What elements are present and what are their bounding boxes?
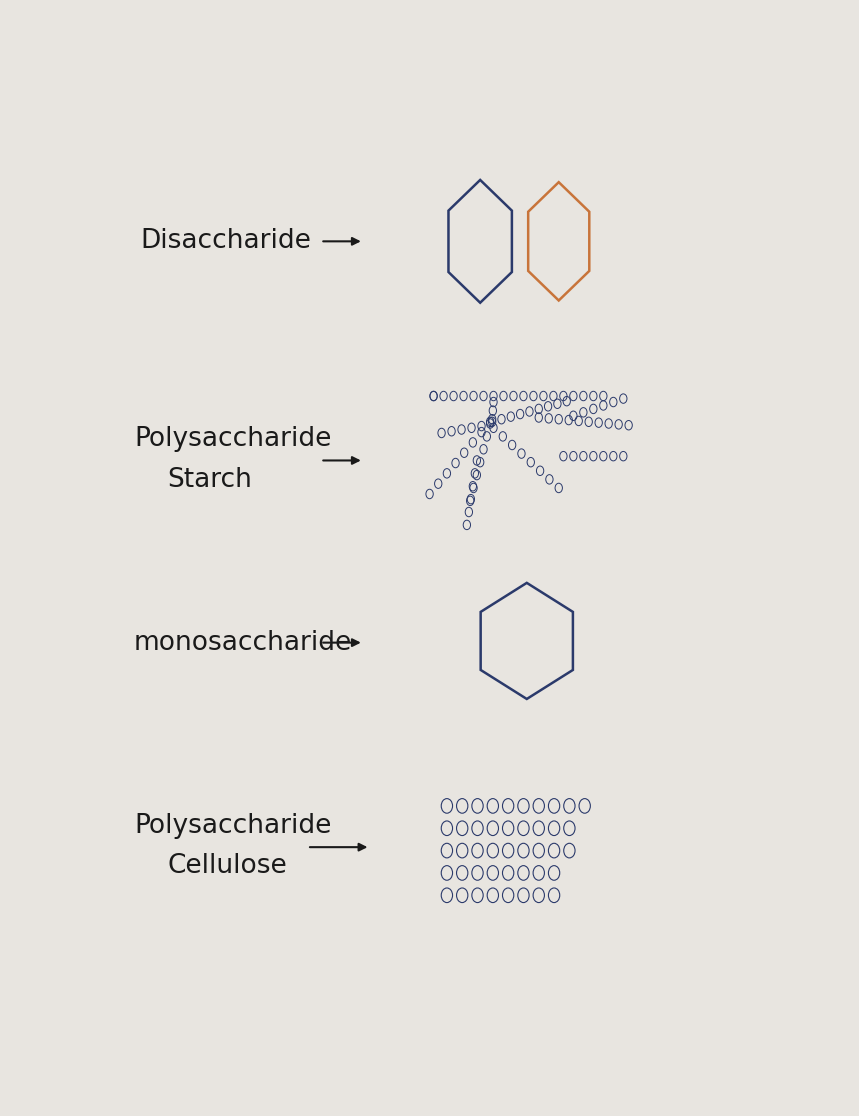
Text: Cellulose: Cellulose [168, 853, 287, 879]
Text: Starch: Starch [168, 468, 253, 493]
Text: Polysaccharide: Polysaccharide [134, 426, 332, 452]
Text: monosaccharide: monosaccharide [134, 629, 352, 655]
Text: Polysaccharide: Polysaccharide [134, 812, 332, 838]
Text: Disaccharide: Disaccharide [141, 229, 312, 254]
